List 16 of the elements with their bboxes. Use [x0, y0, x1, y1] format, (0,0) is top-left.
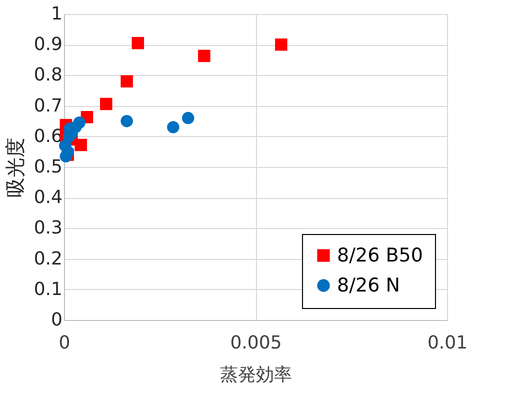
y-tick-label: 0.8: [34, 64, 62, 86]
y-tick-label: 0.7: [34, 95, 62, 116]
y-tick-label: 0.2: [34, 248, 62, 270]
x-axis-title: 蒸発効率: [220, 364, 292, 386]
legend-label: 8/26 N: [337, 274, 400, 296]
y-axis-title: 吸光度: [2, 138, 27, 198]
y-tick-label: 1: [51, 4, 62, 24]
y-tick-label: 0.1: [34, 278, 62, 300]
y-tick-label: 0: [51, 310, 62, 330]
y-tick-label: 0.4: [34, 187, 62, 208]
y-tick-label: 0.5: [34, 156, 62, 178]
y-tick-label: 0.3: [34, 218, 62, 239]
x-tick-label: 0.01: [427, 332, 468, 354]
y-tick-label: 0.9: [34, 34, 62, 56]
x-tick-label: 0.005: [230, 332, 282, 354]
legend-label: 8/26 B50: [337, 244, 423, 266]
